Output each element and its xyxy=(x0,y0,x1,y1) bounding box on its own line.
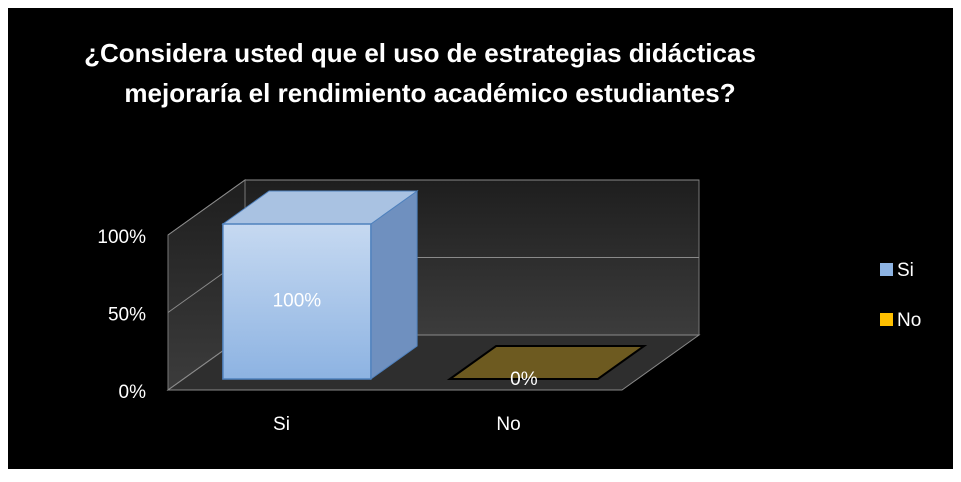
bar xyxy=(446,345,648,380)
grid-line xyxy=(167,179,699,236)
y-tick-label: 0% xyxy=(119,382,147,403)
x-tick-label: Si xyxy=(273,414,290,435)
y-tick-label: 100% xyxy=(97,227,146,248)
legend-label: Si xyxy=(897,260,914,281)
bar-front xyxy=(222,223,372,380)
y-tick-label: 50% xyxy=(108,305,146,326)
value-label: 0% xyxy=(510,369,538,390)
legend-swatch xyxy=(880,313,893,326)
chart-title: mejoraría el rendimiento académico estud… xyxy=(124,78,735,108)
legend-swatch xyxy=(880,263,893,276)
x-tick-label: No xyxy=(496,414,520,435)
chart-title: ¿Considera usted que el uso de estrategi… xyxy=(84,38,756,68)
bar-top xyxy=(446,345,648,380)
bar xyxy=(221,190,419,380)
legend-label: No xyxy=(897,310,921,331)
value-label: 100% xyxy=(273,291,322,312)
